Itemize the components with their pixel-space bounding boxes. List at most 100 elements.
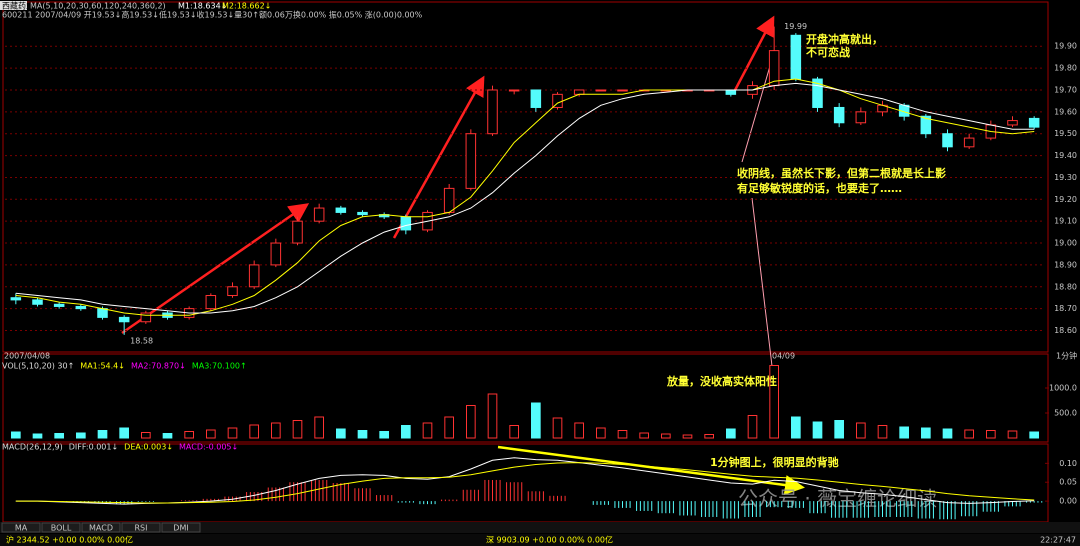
y-tick-label: 18.80	[1054, 282, 1077, 291]
candle-body	[140, 312, 152, 323]
m1: M1:18.634↓	[178, 2, 227, 11]
volume-bar	[639, 432, 649, 439]
main-frame	[2, 1, 1049, 353]
volume-bar	[704, 434, 714, 439]
tab-label: MACD	[89, 524, 113, 533]
volume-bar	[336, 428, 346, 439]
volume-bar	[444, 416, 455, 439]
y-tick-label: 0.05	[1059, 478, 1077, 487]
candle-body	[75, 305, 87, 310]
candle-body	[313, 207, 325, 222]
x-axis-label: 1分钟	[1056, 351, 1077, 361]
volume-bar	[596, 427, 606, 439]
tab-bar	[0, 522, 1080, 533]
high-label: 19.99	[784, 22, 807, 31]
volume-bar	[206, 429, 216, 439]
y-tick-label: 18.90	[1054, 260, 1077, 269]
volume-bar	[184, 431, 194, 439]
volume-bar	[422, 422, 433, 439]
legend-entry: MACD:-0.005↓	[179, 443, 238, 452]
volume-bar	[791, 416, 801, 439]
candle-body	[1007, 120, 1018, 126]
volume-bar	[747, 415, 758, 439]
y-tick-label: 19.90	[1054, 42, 1077, 51]
y-tick-label: 18.60	[1054, 326, 1077, 335]
legend-entry: MA1:54.4↓	[80, 362, 125, 371]
y-tick-label: 500.0	[1054, 409, 1077, 418]
candle-body	[963, 137, 975, 148]
y-tick-label: 19.20	[1054, 195, 1077, 204]
name-box	[0, 1, 27, 10]
volume-bar	[76, 432, 86, 439]
pointer	[751, 197, 773, 367]
candle-body	[768, 50, 780, 87]
legend-entry: DIFF:0.001↓	[69, 443, 118, 452]
tab-label: BOLL	[51, 524, 72, 533]
tab-label: DMI	[173, 524, 188, 533]
arrows	[121, 15, 805, 495]
candle-body	[10, 297, 22, 301]
volume-bar	[97, 430, 108, 439]
candle-body	[920, 115, 932, 135]
pointer	[741, 65, 771, 163]
volume-bar	[271, 422, 281, 439]
volume-bar	[466, 405, 476, 439]
tab[interactable]	[81, 522, 121, 533]
y-tick-label: 0.00	[1059, 497, 1077, 506]
y-tick-label: 19.80	[1054, 64, 1077, 73]
candle-body	[205, 295, 217, 310]
candle-body	[833, 106, 845, 124]
volume-bar	[921, 427, 931, 439]
volume-bar	[552, 417, 563, 439]
volume-bar	[769, 365, 779, 439]
tab[interactable]	[121, 522, 161, 533]
legend-entry: MACD(26,12,9)	[2, 443, 63, 452]
volume-bar	[682, 434, 693, 439]
tab[interactable]	[161, 522, 201, 533]
y-tick-label: 19.30	[1054, 173, 1077, 182]
volume-bar	[227, 427, 238, 439]
volume-bar	[856, 422, 866, 439]
annotation: 收阴线，虽然长下影，但第二根就是长上影	[737, 166, 946, 180]
candle-body	[248, 264, 260, 288]
volume-frame	[2, 353, 1049, 443]
candle-body	[617, 89, 628, 92]
volume-bar	[401, 425, 411, 439]
volume-bar	[357, 430, 368, 439]
tab[interactable]	[1, 522, 41, 533]
annotation: 不可恋战	[806, 45, 850, 59]
x-axis-label: 2007/04/08	[4, 352, 50, 361]
candle-body	[595, 89, 607, 92]
candle-body	[573, 89, 585, 95]
volume-bar	[509, 425, 520, 439]
ma-params: MA(5,10,20,30,60,120,240,360,2)	[30, 2, 166, 11]
candle-body	[942, 133, 953, 148]
volume-bar	[617, 430, 628, 439]
candle-body	[855, 111, 867, 124]
volume-bar	[726, 428, 736, 439]
y-tick-label: 19.00	[1054, 239, 1077, 248]
annotation: 开盘冲高就出，	[806, 32, 883, 46]
y-tick-label: 19.40	[1054, 151, 1077, 160]
annotation: 放量，没收高实体阳性	[666, 374, 777, 388]
volume-bar	[964, 429, 974, 439]
arrow	[731, 15, 775, 95]
tab-label: RSI	[135, 524, 148, 533]
stock-name: 西藏药业	[2, 1, 34, 11]
arrow	[497, 445, 805, 495]
legend-entry: MA2:70.870↓	[131, 362, 186, 371]
volume-bar	[531, 402, 541, 439]
sh-index: 沪 2344.52 +0.00 0.00% 0.00亿	[6, 535, 133, 545]
m2: M2:18.662↓	[222, 2, 271, 11]
volume-bar	[899, 426, 909, 439]
y-tick-label: 1000.0	[1049, 384, 1077, 393]
tab[interactable]	[41, 522, 81, 533]
volume-bar	[162, 433, 173, 439]
sz-index: 深 9903.09 +0.00 0.00% 0.00亿	[486, 535, 613, 545]
candle-body	[32, 299, 43, 305]
candle-body	[1028, 117, 1040, 128]
volume-bar	[141, 432, 151, 439]
candle-body	[443, 187, 455, 213]
volume-bar	[986, 430, 996, 439]
